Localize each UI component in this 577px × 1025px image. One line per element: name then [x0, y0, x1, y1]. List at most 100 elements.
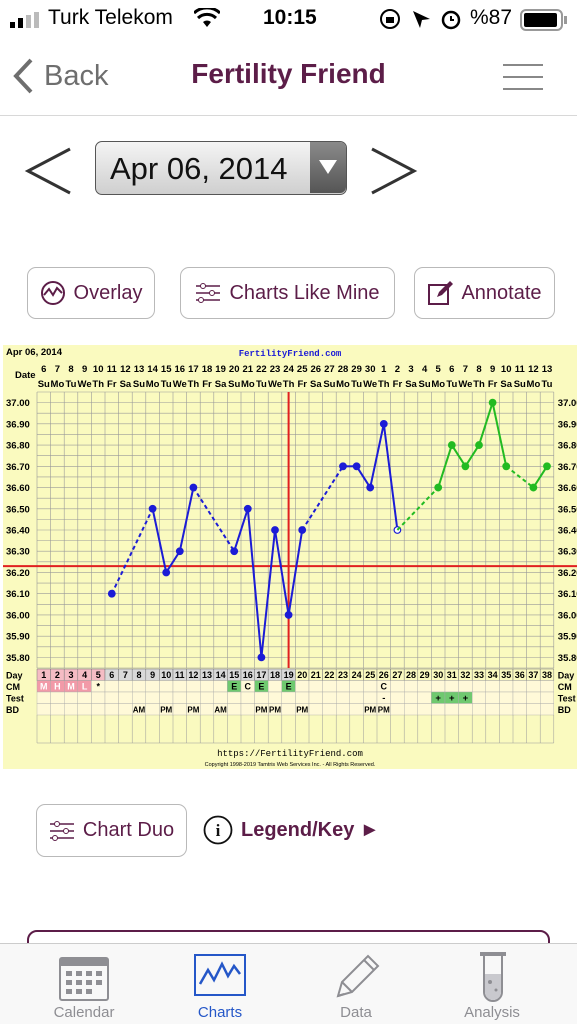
weekday-tick: We	[458, 379, 472, 390]
weekday-tick: Su	[38, 379, 50, 390]
weekday-tick: Fr	[393, 379, 403, 390]
test-cell	[512, 691, 527, 704]
cm-cell	[308, 680, 323, 693]
tab-data-label: Data	[340, 1004, 372, 1021]
day-number: 6	[109, 670, 114, 680]
edit-icon	[428, 281, 454, 305]
legend-key-link[interactable]: i Legend/Key ►	[203, 815, 380, 845]
day-number: 23	[338, 670, 348, 680]
day-number: 21	[311, 670, 321, 680]
cm-cell	[540, 680, 555, 693]
date-tick: 18	[202, 364, 213, 375]
y-tick-left: 36.20	[6, 568, 30, 579]
chart-duo-button[interactable]: Chart Duo	[36, 804, 187, 857]
cm-cell	[444, 680, 459, 693]
back-button[interactable]: Back	[12, 58, 108, 94]
data-point	[488, 398, 497, 407]
previous-arrow-icon[interactable]	[24, 146, 74, 196]
test-cell	[227, 691, 242, 704]
menu-icon[interactable]	[503, 64, 543, 90]
tab-bar: Calendar Charts Data Analysis	[0, 943, 577, 1024]
series-segment	[505, 465, 535, 489]
test-cell	[91, 691, 106, 704]
annotate-button[interactable]: Annotate	[414, 267, 555, 319]
bd-cell	[281, 703, 296, 716]
data-point	[461, 462, 470, 471]
next-arrow-icon[interactable]	[368, 146, 418, 196]
data-point	[230, 547, 239, 556]
y-tick-right: 36.60	[558, 483, 577, 494]
bbt-chart[interactable]: Apr 06, 2014 FertilityFriend.com Date 6 Su 7 M…	[3, 345, 577, 769]
charts-like-mine-label: Charts Like Mine	[229, 281, 380, 304]
series-segment	[165, 550, 181, 574]
overlay-button[interactable]: Overlay	[27, 267, 155, 319]
data-point	[148, 504, 157, 513]
test-cell	[268, 691, 283, 704]
bd-cell	[417, 703, 432, 716]
series-segment	[192, 486, 236, 552]
weekday-tick: Sa	[405, 379, 417, 390]
day-number: 31	[447, 670, 457, 680]
weekday-tick: Tu	[66, 379, 77, 390]
date-tick: 14	[147, 364, 158, 375]
row-label-test: Test	[6, 694, 24, 704]
day-number: 10	[161, 670, 171, 680]
cm-cell	[145, 680, 160, 693]
weekday-tick: Tu	[351, 379, 362, 390]
bd-cell	[322, 703, 337, 716]
series-segment	[396, 486, 439, 531]
cm-cell	[104, 680, 119, 693]
series-segment	[178, 487, 195, 552]
date-tick: 12	[120, 364, 131, 375]
series-segment	[437, 444, 453, 488]
cm-cell	[159, 680, 174, 693]
date-tick: 5	[436, 364, 442, 375]
tab-data[interactable]: Data	[284, 944, 428, 1025]
data-point	[271, 526, 279, 534]
date-tick: 24	[283, 364, 294, 375]
test-cell	[322, 691, 337, 704]
cm-cell	[349, 680, 364, 693]
bd-cell	[404, 703, 419, 716]
dropdown-toggle[interactable]	[310, 142, 346, 193]
tab-analysis[interactable]: Analysis	[420, 944, 564, 1025]
weekday-tick: We	[173, 379, 187, 390]
data-point	[352, 462, 361, 471]
day-number: 1	[41, 670, 46, 680]
date-select[interactable]: Apr 06, 2014	[95, 141, 347, 195]
test-cell	[363, 691, 378, 704]
test-cell	[36, 691, 51, 704]
bd-cell	[499, 703, 514, 716]
chart-icon	[194, 954, 246, 996]
y-tick-left: 36.30	[6, 547, 30, 558]
nav-bar: Back Fertility Friend	[0, 40, 577, 116]
cm-cell	[199, 680, 214, 693]
date-tick: 25	[297, 364, 308, 375]
cm-cell	[213, 680, 228, 693]
tab-calendar[interactable]: Calendar	[12, 944, 156, 1025]
cm-cell	[322, 680, 337, 693]
bd-cell	[118, 703, 133, 716]
day-number: 18	[270, 670, 280, 680]
overlay-icon	[40, 281, 65, 305]
tab-charts[interactable]: Charts	[148, 944, 292, 1025]
day-number: 24	[352, 670, 362, 680]
bd-cell	[199, 703, 214, 716]
cm-value: E	[258, 682, 264, 692]
bd-cell	[64, 703, 79, 716]
day-number: 29	[420, 670, 430, 680]
date-tick: 11	[515, 364, 526, 375]
series-segment	[369, 423, 385, 488]
info-icon: i	[203, 815, 233, 845]
weekday-tick: Sa	[310, 379, 322, 390]
cm-cell	[404, 680, 419, 693]
charts-like-mine-button[interactable]: Charts Like Mine	[180, 267, 395, 319]
data-point	[366, 483, 375, 492]
test-cell	[131, 691, 146, 704]
test-cell	[349, 691, 364, 704]
bd-value: PM	[378, 706, 390, 715]
day-number: 30	[433, 670, 443, 680]
cm-cell	[363, 680, 378, 693]
test-cell	[50, 691, 65, 704]
cm-cell	[485, 680, 500, 693]
